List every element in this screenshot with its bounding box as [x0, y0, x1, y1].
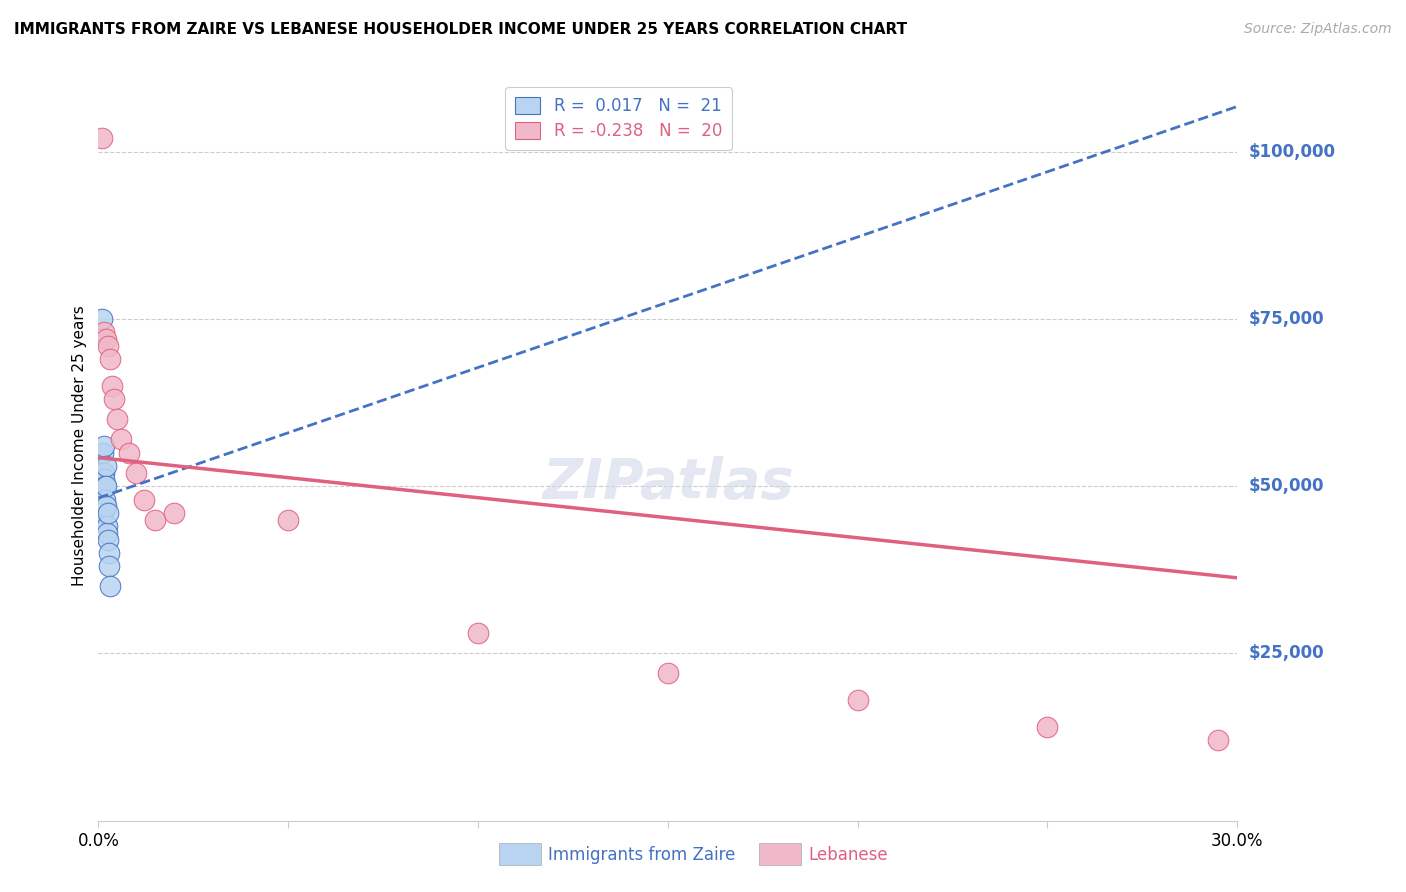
Text: Immigrants from Zaire: Immigrants from Zaire [548, 846, 735, 863]
Point [93, 446, 115, 460]
Text: IMMIGRANTS FROM ZAIRE VS LEBANESE HOUSEHOLDER INCOME UNDER 25 YEARS CORRELATION : IMMIGRANTS FROM ZAIRE VS LEBANESE HOUSEH… [14, 22, 907, 37]
Point [103, 392, 125, 407]
Point [125, 466, 148, 480]
Text: $100,000: $100,000 [1249, 143, 1336, 161]
Point [118, 446, 141, 460]
Point [91, 131, 114, 145]
Point [94, 332, 117, 346]
Point [163, 506, 186, 520]
Point [98, 351, 121, 366]
Point [93, 473, 115, 487]
Point [846, 693, 869, 707]
Point [96, 519, 118, 533]
Point [110, 433, 132, 447]
Point [90, 466, 112, 480]
Text: ZIPatlas: ZIPatlas [543, 457, 793, 510]
Point [1036, 720, 1059, 734]
Point [91, 312, 114, 326]
Point [94, 479, 117, 493]
Point [93, 466, 115, 480]
Point [96, 533, 118, 547]
Point [467, 626, 489, 640]
Point [94, 492, 117, 507]
Point [94, 458, 117, 473]
Point [93, 439, 115, 453]
Point [91, 506, 114, 520]
Text: Source: ZipAtlas.com: Source: ZipAtlas.com [1244, 22, 1392, 37]
Text: Lebanese: Lebanese [808, 846, 889, 863]
Point [132, 492, 155, 507]
Point [1208, 733, 1230, 747]
Point [277, 512, 299, 526]
Point [98, 580, 121, 594]
Point [657, 666, 679, 681]
Point [107, 412, 129, 426]
Point [97, 506, 120, 520]
Y-axis label: Householder Income Under 25 years: Householder Income Under 25 years [72, 306, 87, 586]
Point [90, 485, 112, 500]
Point [98, 559, 121, 574]
Point [100, 378, 122, 392]
Point [97, 338, 120, 352]
Text: $75,000: $75,000 [1249, 310, 1324, 328]
Text: $25,000: $25,000 [1249, 644, 1324, 663]
Point [94, 500, 117, 514]
Point [89, 492, 111, 507]
Point [93, 325, 115, 339]
Point [96, 526, 118, 541]
Point [96, 479, 118, 493]
Legend: R =  0.017   N =  21, R = -0.238   N =  20: R = 0.017 N = 21, R = -0.238 N = 20 [505, 87, 733, 150]
Point [145, 512, 167, 526]
Text: $50,000: $50,000 [1249, 477, 1324, 495]
Point [97, 546, 120, 560]
